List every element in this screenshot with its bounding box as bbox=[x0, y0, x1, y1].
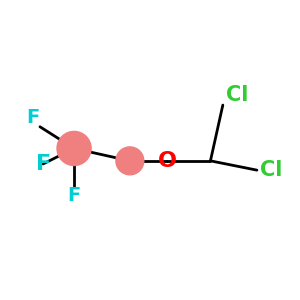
Circle shape bbox=[57, 131, 91, 166]
Text: F: F bbox=[68, 186, 81, 205]
Text: F: F bbox=[35, 154, 51, 174]
Text: F: F bbox=[27, 108, 40, 127]
Text: O: O bbox=[158, 151, 176, 171]
Text: Cl: Cl bbox=[226, 85, 248, 105]
Text: Cl: Cl bbox=[260, 160, 282, 180]
Circle shape bbox=[116, 147, 144, 175]
